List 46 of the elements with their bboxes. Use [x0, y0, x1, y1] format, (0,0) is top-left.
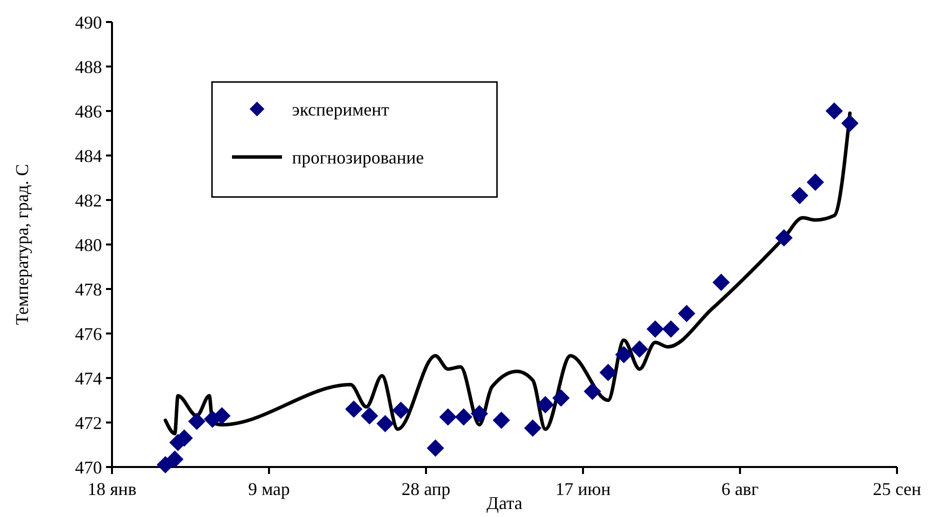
point [775, 229, 793, 246]
y-axis-title: Температура, град. С [12, 164, 32, 325]
point [426, 439, 444, 457]
point [376, 414, 394, 432]
x-tick-label: 18 янв [88, 479, 136, 499]
x-tick-label: 25 сен [872, 479, 922, 499]
x-tick-label: 17 июн [555, 479, 611, 499]
y-tick-label: 486 [75, 101, 102, 122]
point [615, 346, 632, 364]
x-tick-label: 9 мар [248, 479, 290, 499]
x-tick-label: 6 авг [721, 479, 759, 499]
point [712, 274, 730, 291]
point [492, 412, 510, 429]
point [439, 408, 457, 426]
point [599, 364, 617, 382]
point [791, 186, 808, 204]
y-tick-label: 484 [75, 146, 102, 166]
point [584, 382, 602, 400]
y-tick-label: 470 [75, 457, 102, 478]
point [455, 408, 472, 426]
point [536, 396, 554, 414]
y-tick-label: 474 [75, 368, 102, 388]
point [826, 102, 843, 120]
y-tick-label: 488 [75, 56, 102, 77]
y-tick-label: 482 [75, 190, 102, 210]
point [678, 304, 696, 322]
legend-label: эксперимент [292, 99, 390, 120]
point [360, 407, 378, 424]
y-tick-label: 480 [75, 234, 102, 255]
point [470, 404, 488, 422]
point [662, 320, 680, 338]
y-tick-label: 472 [75, 412, 102, 433]
point [630, 340, 648, 358]
point [646, 320, 664, 338]
point [806, 174, 824, 191]
y-tick-label: 476 [75, 324, 102, 344]
point [841, 114, 859, 132]
y-tick-label: 490 [75, 12, 102, 32]
point [392, 402, 410, 419]
point [524, 419, 542, 437]
x-tick-label: 28 апр [402, 479, 450, 499]
point [552, 389, 570, 407]
x-axis-title: Дата [486, 493, 522, 513]
point [345, 400, 362, 418]
legend-label: прогнозирование [292, 147, 424, 168]
y-tick-label: 478 [75, 279, 102, 300]
